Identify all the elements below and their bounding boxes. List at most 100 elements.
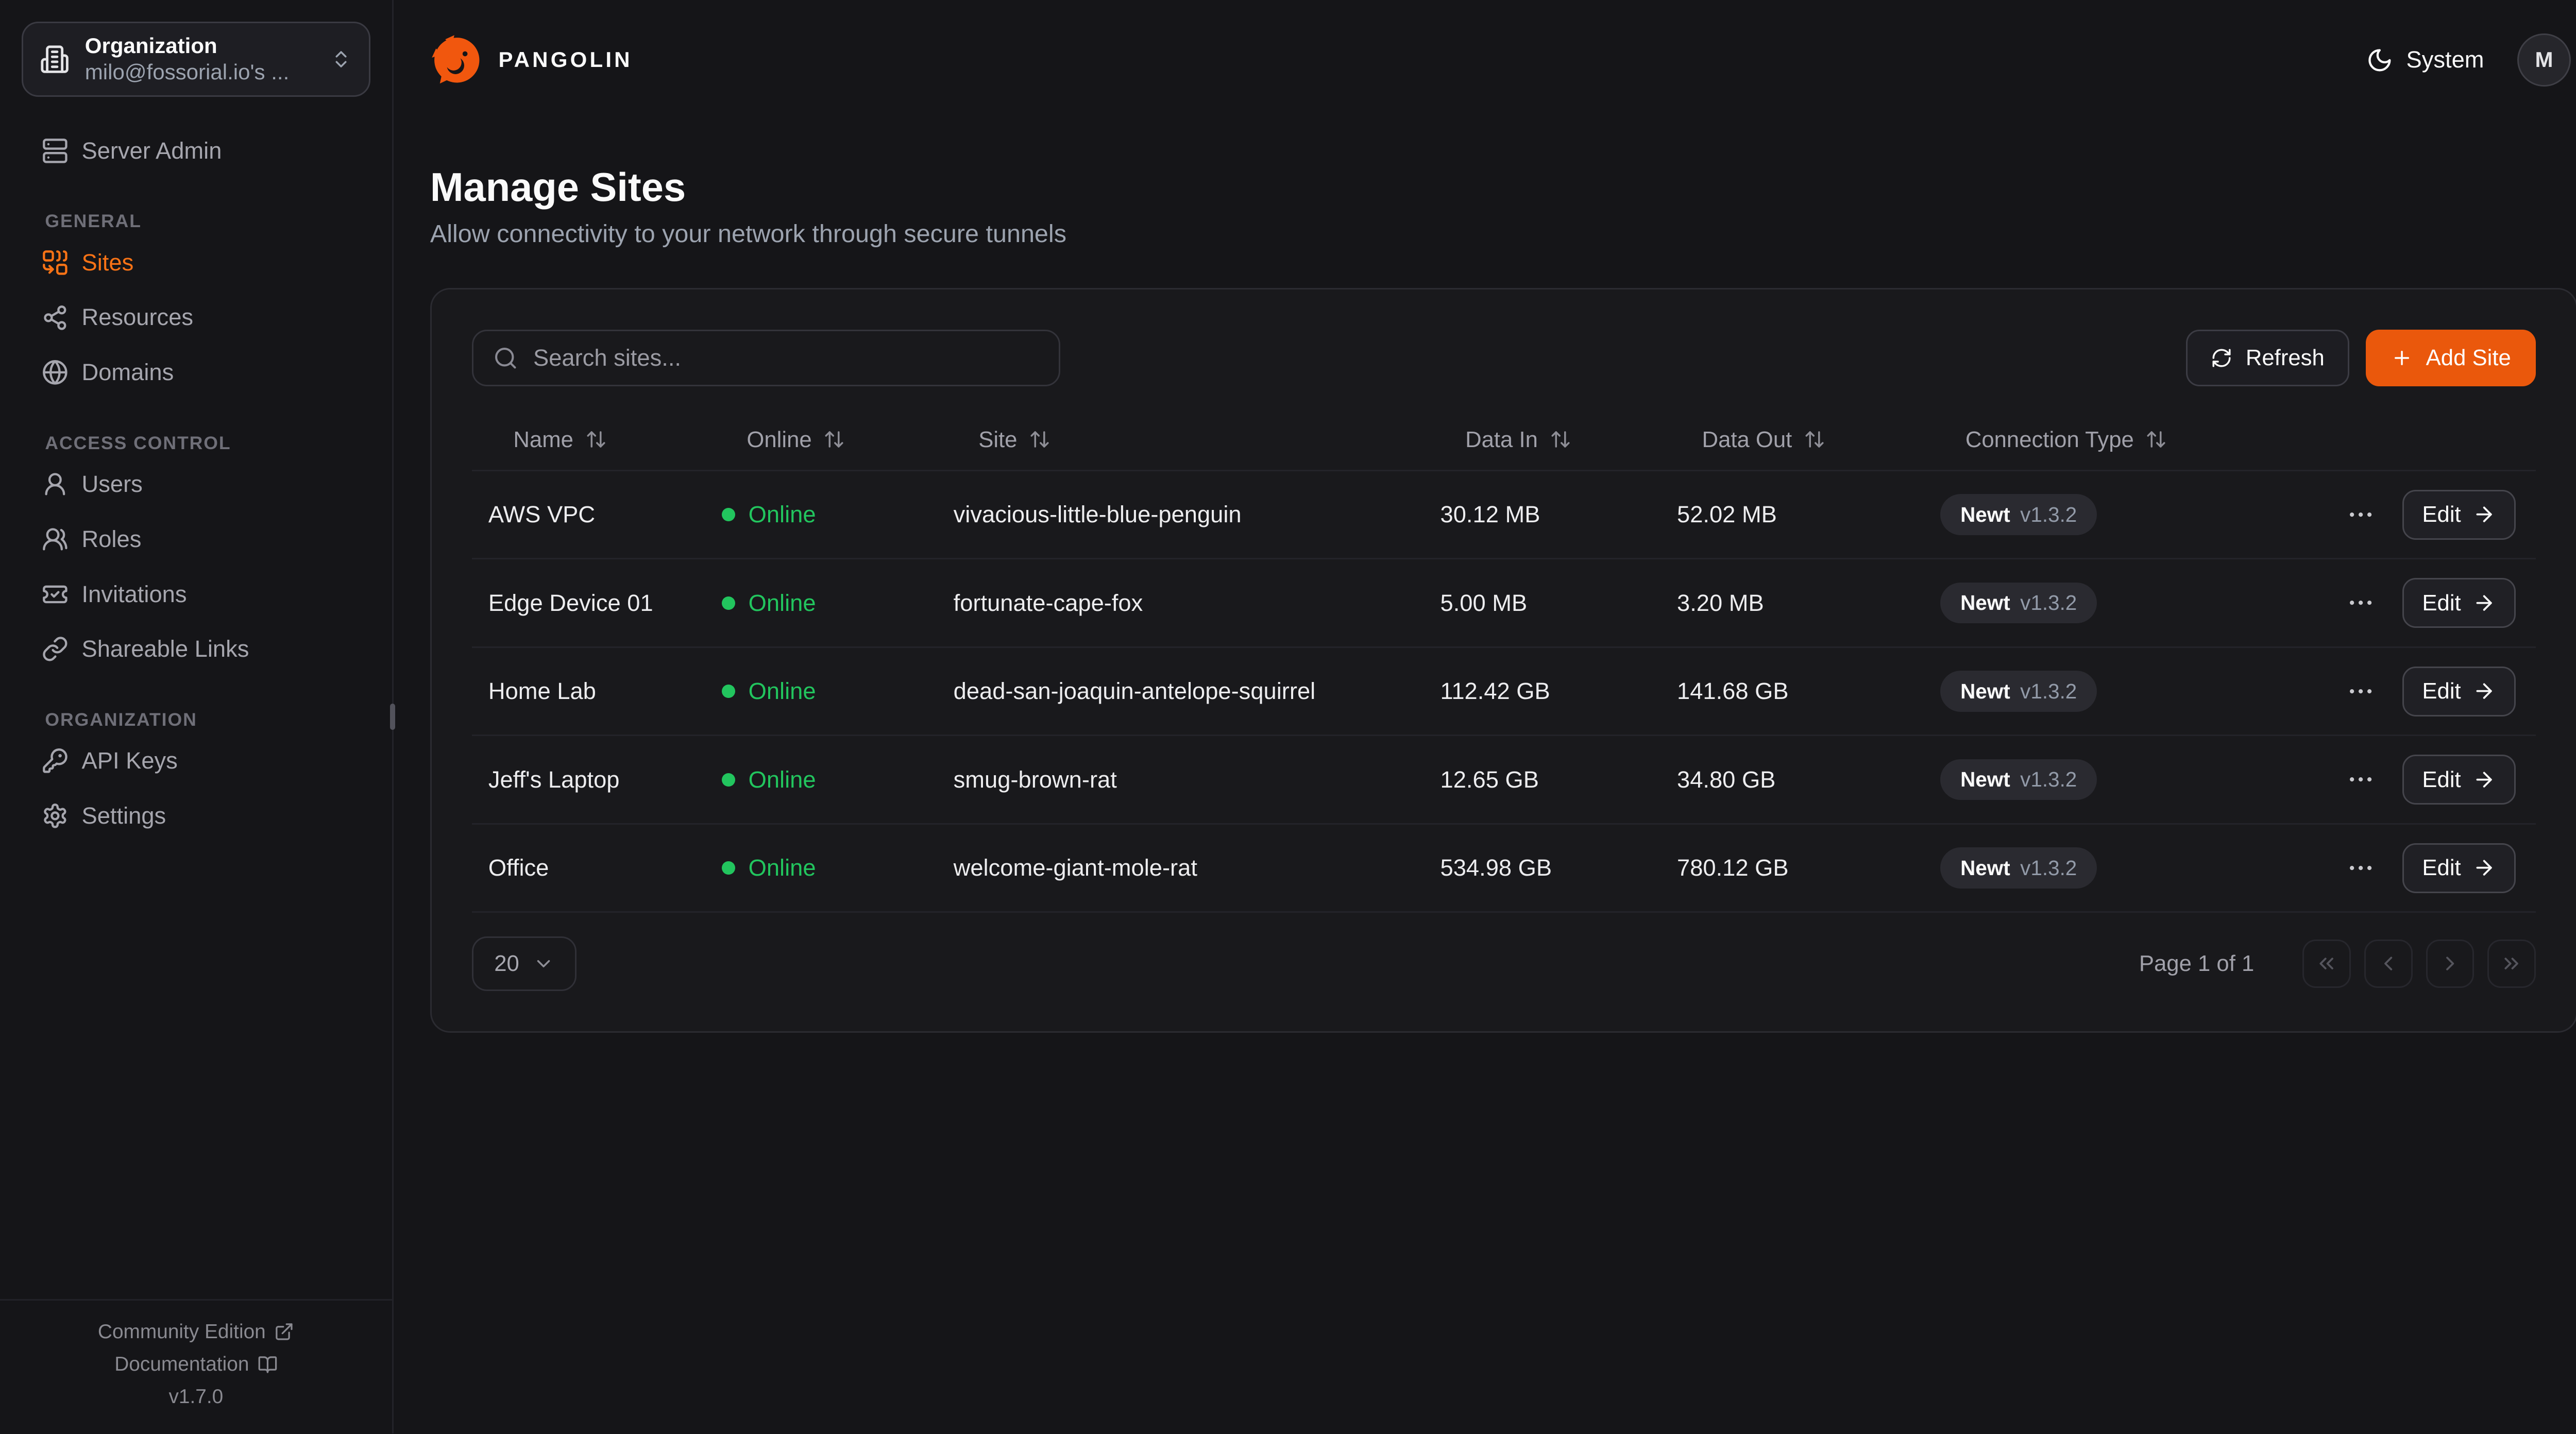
sidebar-item-roles[interactable]: Roles [22,511,370,567]
sidebar-section-access-control: ACCESS CONTROL [45,432,231,453]
arrow-up-down-icon [1804,429,1825,450]
edit-button-label: Edit [2422,502,2461,527]
site-name: Office [488,855,549,881]
online-status: Online [721,501,954,528]
chevrons-left-icon [2315,952,2338,975]
connection-type: Newt [1960,679,2010,703]
data-out-value: 52.02 MB [1677,501,1777,528]
page-size-select[interactable]: 20 [471,936,577,992]
connection-type-badge: Newt v1.3.2 [1940,847,2097,889]
chevron-left-icon [2377,952,2400,975]
table-header-row: Name Online Site Data In Data Out Connection … [471,409,2536,471]
pangolin-logo-icon [430,33,484,87]
refresh-icon [2211,347,2232,369]
toolbar-actions: Refresh Add Site [2185,329,2536,386]
ellipsis-icon [2346,764,2376,794]
column-header-label: Data Out [1702,426,1792,452]
chevron-down-icon [533,953,554,975]
data-in-value: 12.65 GB [1440,766,1539,793]
site-row-office: Office Online welcome-giant-mole-rat 534.98… [471,825,2536,913]
sidebar-item-resources[interactable]: Resources [22,290,370,345]
sidebar-nav: Server Admin GENERAL Sites Resources Domains… [0,97,392,844]
row-actions: Edit [2344,489,2516,540]
column-header-label: Site [978,426,1018,452]
footer-link-documentation[interactable]: Documentation [114,1353,277,1376]
row-menu-button[interactable] [2344,851,2378,885]
row-menu-button[interactable] [2344,675,2378,708]
sites-table: Name Online Site Data In Data Out Connection … [471,409,2536,913]
site-name: Edge Device 01 [488,589,653,616]
row-menu-button[interactable] [2344,763,2378,796]
column-header-connection-type[interactable]: Connection Type [1940,427,2344,453]
column-header-data-in[interactable]: Data In [1440,427,1677,453]
sidebar-item-shareable-links[interactable]: Shareable Links [22,622,370,677]
topbar-right: System M [2366,33,2571,87]
connection-type-cell: Newt v1.3.2 [1940,759,2344,800]
arrow-right-icon [2472,679,2496,703]
arrow-right-icon [2472,503,2496,526]
ellipsis-icon [2346,588,2376,618]
arrow-right-icon [2472,591,2496,614]
sidebar-item-server-admin[interactable]: Server Admin [22,123,370,178]
sidebar-item-label: Roles [81,525,142,552]
previous-page-button[interactable] [2364,940,2413,988]
site-identifier: welcome-giant-mole-rat [953,855,1197,881]
edit-button[interactable]: Edit [2402,578,2516,628]
app-version: v1.7.0 [168,1386,224,1408]
edit-button-label: Edit [2422,678,2461,704]
row-menu-button[interactable] [2344,586,2378,620]
site-identifier: vivacious-little-blue-penguin [953,501,1242,528]
sidebar-item-label: Sites [81,249,134,276]
ellipsis-icon [2346,853,2376,883]
key-round-icon [42,747,69,774]
org-switcher[interactable]: Organization milo@fossorial.io's ... [22,22,370,97]
edit-button[interactable]: Edit [2402,489,2516,540]
table-body: AWS VPC Online vivacious-little-blue-pengu… [471,471,2536,913]
connection-type: Newt [1960,856,2010,880]
row-menu-button[interactable] [2344,498,2378,532]
sidebar-item-invitations[interactable]: Invitations [22,567,370,622]
next-page-button[interactable] [2426,940,2475,988]
search-sites-input[interactable] [533,344,1039,371]
edit-button[interactable]: Edit [2402,843,2516,893]
book-open-icon [258,1355,278,1375]
sidebar-item-domains[interactable]: Domains [22,345,370,400]
sidebar-item-label: Server Admin [81,137,222,164]
column-header-data-out[interactable]: Data Out [1677,427,1940,453]
sidebar-resize-handle[interactable] [390,703,396,730]
external-link-icon [274,1322,294,1342]
sidebar-item-api-keys[interactable]: API Keys [22,733,370,789]
column-header-online[interactable]: Online [722,427,954,453]
sidebar-item-settings[interactable]: Settings [22,788,370,843]
footer-link-community-edition[interactable]: Community Edition [98,1321,294,1343]
brand: PANGOLIN [430,33,633,87]
arrow-up-down-icon [585,429,607,450]
connection-type-cell: Newt v1.3.2 [1940,671,2344,712]
column-header-site[interactable]: Site [954,427,1440,453]
site-identifier: fortunate-cape-fox [953,589,1143,616]
column-header-name[interactable]: Name [488,427,722,453]
edit-button[interactable]: Edit [2402,666,2516,716]
first-page-button[interactable] [2302,940,2351,988]
refresh-button[interactable]: Refresh [2185,329,2350,386]
main-area: PANGOLIN System M Manage Sites Allow con… [394,0,2576,1433]
sidebar-item-sites[interactable]: Sites [22,235,370,290]
sidebar-item-users[interactable]: Users [22,457,370,512]
add-site-button[interactable]: Add Site [2366,329,2536,386]
user-round-icon [42,471,69,498]
data-out-value: 780.12 GB [1677,855,1789,881]
page-content: Manage Sites Allow connectivity to your … [394,120,2576,1033]
edit-button[interactable]: Edit [2402,755,2516,805]
arrow-up-down-icon [2145,429,2167,450]
users-round-icon [42,526,69,553]
sidebar-item-label: Resources [81,304,194,331]
theme-toggle-button[interactable]: System [2366,46,2484,73]
sites-panel: Refresh Add Site Name Online Site Data In Da… [430,288,2576,1033]
pagination: Page 1 of 1 [2139,940,2536,988]
arrow-up-down-icon [823,429,845,450]
site-identifier: dead-san-joaquin-antelope-squirrel [953,678,1316,705]
column-header-label: Name [513,426,573,452]
site-name: Jeff's Laptop [488,766,620,793]
last-page-button[interactable] [2487,940,2536,988]
avatar[interactable]: M [2517,33,2571,87]
